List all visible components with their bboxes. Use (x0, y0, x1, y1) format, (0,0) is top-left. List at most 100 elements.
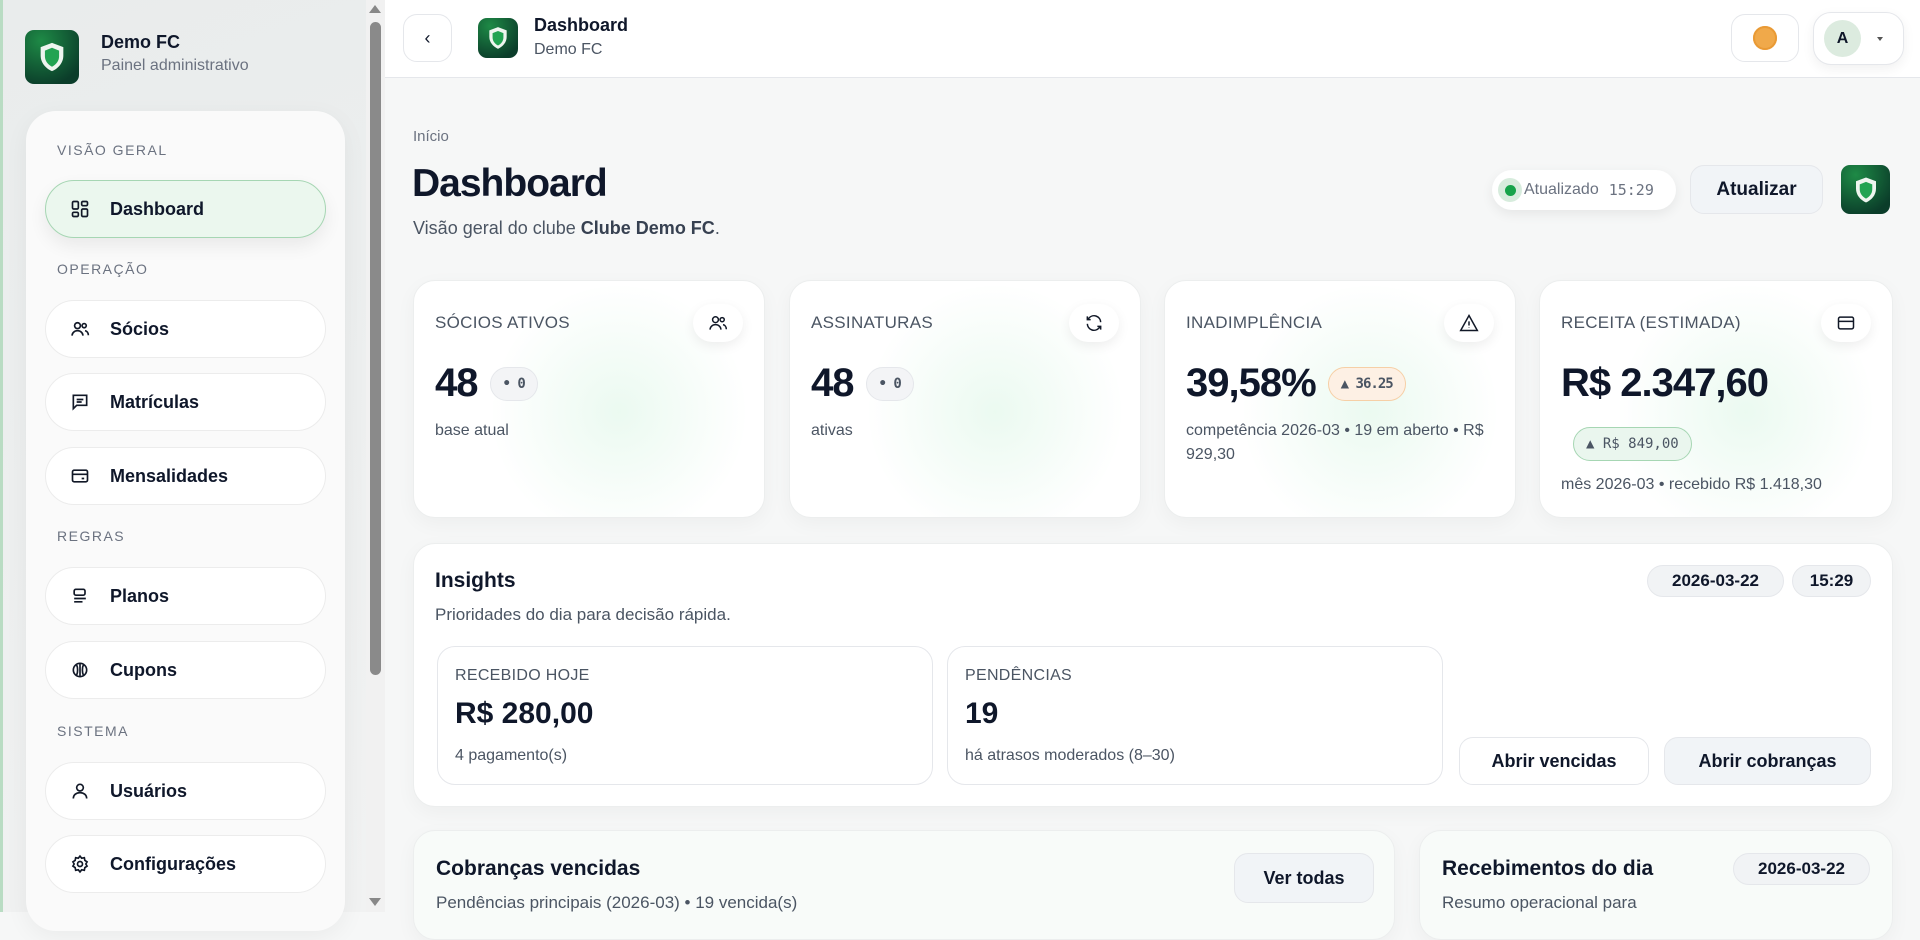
kpi-delta: ▲ 36.25 (1327, 366, 1406, 401)
open-charges-button[interactable]: Abrir cobranças (1664, 737, 1871, 785)
message-icon (72, 394, 88, 411)
grid-icon (71, 200, 89, 218)
sidebar-item-mensalidades[interactable]: Mensalidades (45, 447, 326, 505)
receipts-title: Recebimentos do dia (1442, 857, 1654, 880)
header-subtitle: Demo FC (534, 41, 603, 58)
insight-card-recebido: RECEBIDO HOJE R$ 280,00 4 pagamento(s) (437, 646, 933, 785)
top-header: ‹ Dashboard Demo FC A (385, 0, 1920, 78)
scroll-up-icon[interactable] (369, 5, 381, 13)
coupon-icon (72, 662, 88, 678)
kpi-sub: ativas (811, 422, 853, 439)
sidebar-item-socios[interactable]: Sócios (45, 300, 326, 358)
overdue-panel: Cobranças vencidas Pendências principais… (413, 830, 1395, 940)
view-all-button[interactable]: Ver todas (1234, 853, 1374, 903)
section-label: REGRAS (57, 528, 126, 544)
sidebar-item-label: Planos (110, 585, 170, 606)
insights-title: Insights (435, 569, 516, 592)
time-chip: 15:29 (1792, 565, 1871, 597)
scroll-down-icon[interactable] (369, 898, 381, 906)
kpi-delta: • 0 (489, 366, 538, 401)
users-icon (71, 321, 90, 336)
credit-card-icon (1821, 304, 1871, 342)
section-label: SISTEMA (57, 723, 129, 739)
club-name: Clube Demo FC (580, 218, 715, 238)
scrollbar-thumb[interactable] (370, 22, 381, 675)
kpi-label: INADIMPLÊNCIA (1186, 313, 1323, 332)
kpi-label: ASSINATURAS (811, 313, 934, 332)
open-overdue-button[interactable]: Abrir vencidas (1459, 737, 1649, 785)
section-label: VISÃO GERAL (57, 142, 168, 158)
date-chip: 2026-03-22 (1647, 565, 1784, 597)
kpi-sub: mês 2026-03 • recebido R$ 1.418,30 (1561, 476, 1822, 493)
insight-value: 19 (965, 697, 999, 730)
warning-icon (1444, 304, 1494, 342)
receipts-panel: Recebimentos do dia Resumo operacional p… (1419, 830, 1893, 940)
page-subtitle: Visão geral do clube Clube Demo FC. (413, 218, 720, 239)
sidebar-item-cupons[interactable]: Cupons (45, 641, 326, 699)
stack-icon (73, 588, 86, 603)
subtitle-text: Visão geral do clube (413, 218, 581, 238)
theme-toggle-button[interactable] (1731, 14, 1799, 62)
kpi-value: 48 (811, 361, 854, 405)
club-logo (1841, 165, 1890, 214)
refresh-icon (1069, 304, 1119, 342)
sidebar-item-label: Dashboard (110, 198, 205, 219)
sidebar-item-configuracoes[interactable]: Configurações (45, 835, 326, 893)
refresh-button[interactable]: Atualizar (1690, 165, 1823, 214)
header-logo (478, 18, 518, 58)
brand-subtitle: Painel administrativo (101, 57, 249, 74)
caret-down-icon (1877, 36, 1883, 41)
status-label: Atualizado (1524, 181, 1599, 198)
page-title: Dashboard (412, 162, 608, 205)
kpi-delta: • 0 (865, 366, 914, 401)
kpi-label: SÓCIOS ATIVOS (435, 313, 570, 332)
kpi-sub: base atual (435, 422, 509, 439)
kpi-card-inadimplencia: INADIMPLÊNCIA 39,58% ▲ 36.25 competência … (1164, 280, 1516, 518)
sun-icon (1753, 26, 1777, 50)
kpi-card-receita: RECEITA (ESTIMADA) R$ 2.347,60 ▲ R$ 849,… (1539, 280, 1893, 518)
insight-label: PENDÊNCIAS (965, 667, 1073, 684)
sidebar-item-label: Cupons (110, 659, 177, 680)
sidebar-item-label: Matrículas (110, 391, 200, 412)
status-dot-icon (1498, 178, 1522, 202)
kpi-value: 39,58% (1186, 361, 1317, 405)
brand-logo (25, 30, 79, 84)
overdue-subtitle: Pendências principais (2026-03) • 19 ven… (436, 893, 798, 912)
sidebar-item-planos[interactable]: Planos (45, 567, 326, 625)
user-menu-button[interactable]: A (1813, 12, 1904, 65)
subtitle-suffix: . (714, 218, 720, 238)
status-pill: Atualizado 15:29 (1492, 170, 1676, 210)
wallet-icon (71, 469, 89, 483)
insight-label: RECEBIDO HOJE (455, 667, 590, 684)
sidebar-item-label: Configurações (110, 853, 237, 874)
kpi-value: R$ 2.347,60 (1561, 361, 1769, 405)
kpi-label: RECEITA (ESTIMADA) (1561, 313, 1741, 332)
kpi-card-socios: SÓCIOS ATIVOS 48 • 0 base atual (413, 280, 765, 518)
sidebar-item-label: Mensalidades (110, 465, 229, 486)
overdue-title: Cobranças vencidas (436, 857, 641, 880)
breadcrumb[interactable]: Início (413, 128, 449, 145)
scrollbar[interactable] (366, 0, 385, 912)
nav-panel: VISÃO GERAL Dashboard OPERAÇÃO Sócios Ma… (26, 111, 345, 931)
kpi-value: 48 (435, 361, 478, 405)
kpi-card-assinaturas: ASSINATURAS 48 • 0 ativas (789, 280, 1141, 518)
header-title: Dashboard (534, 15, 629, 35)
insights-subtitle: Prioridades do dia para decisão rápida. (435, 605, 731, 624)
sidebar-item-dashboard[interactable]: Dashboard (45, 180, 326, 238)
insights-panel: Insights Prioridades do dia para decisão… (413, 543, 1893, 807)
kpi-sub: competência 2026-03 • 19 em aberto • R$ … (1186, 422, 1484, 463)
insight-value: R$ 280,00 (455, 697, 594, 730)
back-button[interactable]: ‹ (403, 14, 452, 62)
brand-title: Demo FC (101, 32, 181, 52)
section-label: OPERAÇÃO (57, 261, 149, 277)
sidebar: Demo FC Painel administrativo VISÃO GERA… (0, 0, 366, 931)
sidebar-item-matriculas[interactable]: Matrículas (45, 373, 326, 431)
chevron-left-icon: ‹ (424, 27, 431, 48)
sidebar-item-usuarios[interactable]: Usuários (45, 762, 326, 820)
sidebar-item-label: Usuários (110, 780, 188, 801)
insight-sub: 4 pagamento(s) (455, 747, 568, 764)
insight-card-pendencias: PENDÊNCIAS 19 há atrasos moderados (8–30… (947, 646, 1443, 785)
kpi-delta: ▲ R$ 849,00 (1573, 427, 1692, 461)
avatar: A (1824, 20, 1861, 57)
status-time: 15:29 (1608, 181, 1654, 199)
